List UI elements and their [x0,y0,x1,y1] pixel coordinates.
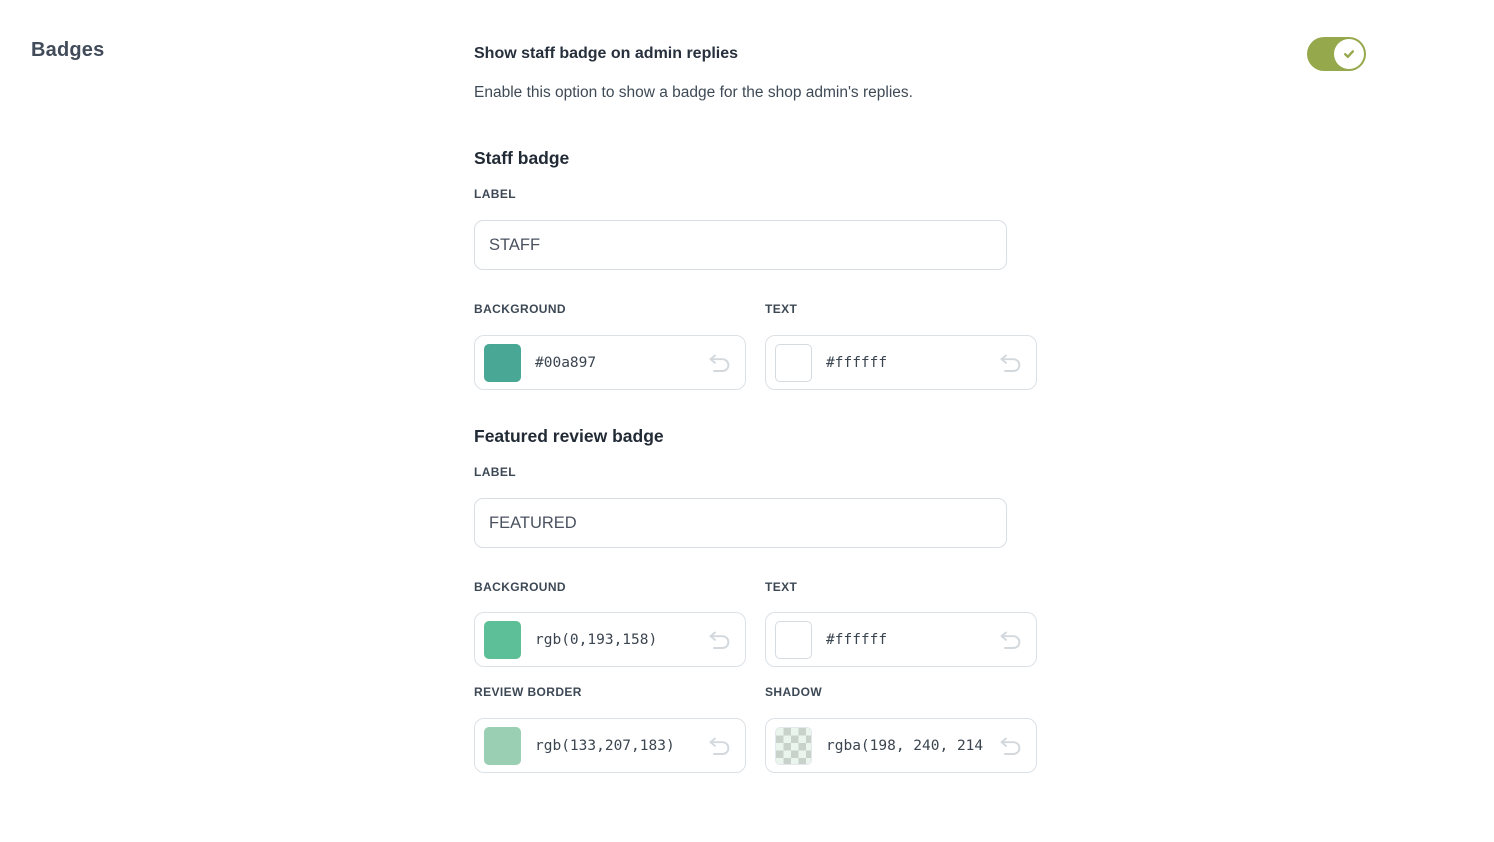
shadow-swatch[interactable] [775,726,812,765]
undo-icon[interactable] [997,628,1024,651]
staff-badge-toggle-row: Show staff badge on admin replies Enable… [474,37,1366,103]
show-staff-badge-toggle[interactable] [1307,37,1366,71]
featured-label-field-label: LABEL [474,465,516,479]
staff-badge-heading: Staff badge [474,148,570,168]
staff-label-input[interactable] [474,220,1007,270]
featured-text-color-field [765,612,1037,667]
featured-background-color-field [474,612,746,667]
staff-text-color-field [765,335,1037,390]
featured-text-value-input[interactable] [826,631,993,648]
staff-color-fields-row [474,335,1037,390]
toggle-setting-texts: Show staff badge on admin replies Enable… [474,43,913,103]
featured-label-input[interactable] [474,498,1007,548]
staff-background-swatch[interactable] [484,343,521,382]
review-border-label: REVIEW BORDER [474,685,582,699]
page-title: Badges [31,39,105,61]
staff-background-value-input[interactable] [535,354,702,371]
review-border-swatch[interactable] [484,726,521,765]
check-icon [1341,46,1357,62]
featured-text-label: TEXT [765,580,798,594]
shadow-color-field [765,718,1037,773]
featured-text-swatch[interactable] [775,620,812,659]
featured-color-labels-row: BACKGROUND TEXT [474,580,1037,594]
review-border-value-input[interactable] [535,737,702,754]
section-label-column: Badges [0,0,474,842]
staff-background-color-field [474,335,746,390]
featured-border-fields-row [474,718,1037,773]
toggle-setting-title: Show staff badge on admin replies [474,45,739,62]
settings-column: Show staff badge on admin replies Enable… [474,0,1366,842]
featured-background-label: BACKGROUND [474,580,566,594]
featured-badge-heading: Featured review badge [474,426,664,446]
staff-background-label: BACKGROUND [474,302,566,316]
staff-label-field-label: LABEL [474,187,516,201]
shadow-label: SHADOW [765,685,823,699]
toggle-setting-description: Enable this option to show a badge for t… [474,84,913,101]
featured-background-swatch[interactable] [484,620,521,659]
staff-color-labels-row: BACKGROUND TEXT [474,302,1037,316]
undo-icon[interactable] [706,351,733,374]
staff-text-label: TEXT [765,302,798,316]
toggle-knob [1334,39,1364,69]
featured-color-fields-row [474,612,1037,667]
undo-icon[interactable] [997,351,1024,374]
featured-border-labels-row: REVIEW BORDER SHADOW [474,685,1037,699]
review-border-color-field [474,718,746,773]
undo-icon[interactable] [997,734,1024,757]
undo-icon[interactable] [706,734,733,757]
featured-background-value-input[interactable] [535,631,702,648]
staff-text-swatch[interactable] [775,343,812,382]
undo-icon[interactable] [706,628,733,651]
staff-text-value-input[interactable] [826,354,993,371]
shadow-value-input[interactable] [826,737,993,754]
